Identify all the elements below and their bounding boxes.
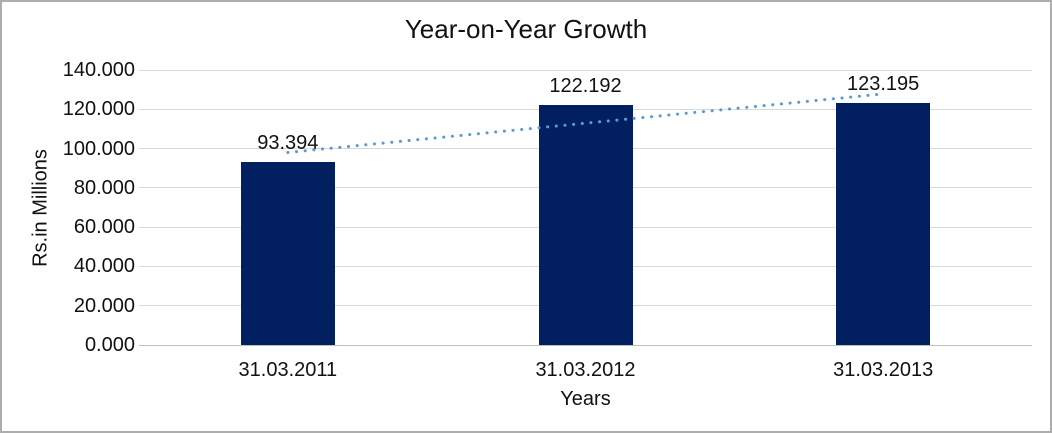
bar (240, 161, 335, 345)
y-tick-label: 120.000 (62, 98, 135, 121)
y-tick-label: 20.000 (73, 294, 135, 317)
chart-title: Year-on-Year Growth (404, 14, 648, 44)
x-axis-title: Years (560, 388, 611, 410)
gridline (139, 69, 1032, 71)
y-tick-label: 60.000 (73, 216, 135, 239)
y-tick-label: 80.000 (73, 176, 135, 199)
bar-data-label: 123.195 (847, 73, 920, 95)
y-tick-label: 40.000 (73, 255, 135, 278)
x-tick-label: 31.03.2011 (238, 359, 338, 381)
x-tick-label: 31.03.2012 (535, 359, 636, 381)
bar (836, 103, 931, 345)
y-tick-label: 100.000 (62, 137, 135, 160)
y-tick-label: 0.000 (84, 334, 135, 356)
bar-data-label: 93.394 (257, 131, 319, 154)
bar-data-label: 122.192 (549, 74, 622, 97)
bar (538, 104, 633, 345)
x-axis-line (139, 345, 1032, 346)
y-axis-title: Rs.in Millions (29, 149, 52, 267)
x-tick-label: 31.03.2013 (833, 359, 934, 381)
y-tick-label: 140.000 (62, 59, 135, 81)
